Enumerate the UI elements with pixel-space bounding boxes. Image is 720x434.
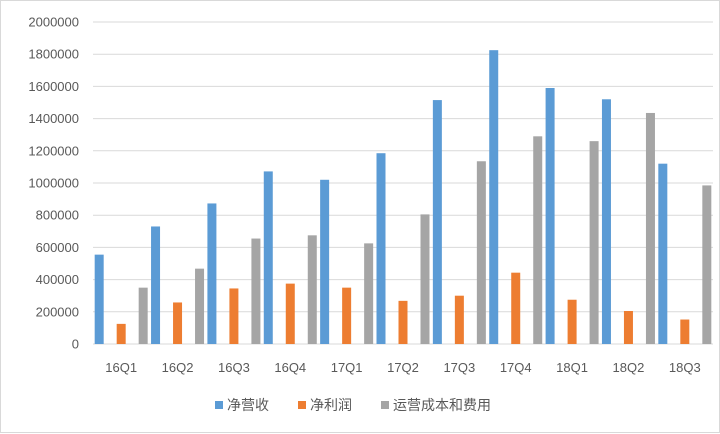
y-tick-label: 1600000: [28, 79, 79, 94]
x-tick-label: 18Q2: [613, 360, 645, 375]
y-tick-label: 2000000: [28, 15, 79, 30]
legend-swatch: [298, 401, 306, 409]
bars: [94, 50, 712, 345]
bar: [151, 226, 161, 344]
y-tick-label: 800000: [36, 208, 79, 223]
bar: [376, 153, 386, 344]
bar: [207, 203, 217, 344]
y-tick-label: 0: [72, 337, 79, 352]
y-axis: 0 200000 400000 600000 800000 1000000 1200000 1…: [28, 15, 79, 352]
bar: [195, 268, 205, 344]
bar: [285, 283, 295, 344]
y-tick-label: 400000: [36, 272, 79, 287]
bar: [307, 235, 317, 344]
bar: [173, 302, 183, 344]
bar: [511, 272, 521, 344]
bar: [116, 323, 126, 344]
bar: [364, 243, 374, 344]
x-tick-label: 16Q3: [218, 360, 250, 375]
bar: [138, 287, 148, 344]
y-tick-label: 1200000: [28, 143, 79, 158]
bar: [680, 319, 690, 344]
bar: [702, 185, 712, 344]
bar: [533, 136, 543, 344]
y-tick-label: 200000: [36, 304, 79, 319]
bar: [567, 299, 577, 344]
legend-label: 净利润: [310, 398, 352, 414]
x-tick-label: 17Q4: [500, 360, 532, 375]
legend-label: 净营收: [227, 398, 269, 414]
x-tick-label: 17Q2: [387, 360, 419, 375]
bar: [623, 310, 633, 344]
x-tick-label: 17Q1: [331, 360, 363, 375]
bar: [229, 288, 239, 344]
legend-swatch: [381, 401, 389, 409]
bar: [263, 171, 273, 344]
x-tick-label: 16Q4: [274, 360, 306, 375]
x-axis: 16Q1 16Q2 16Q3 16Q4 17Q1 17Q2 17Q3 17Q4 18Q1 18Q2…: [105, 360, 700, 375]
bar: [489, 50, 499, 345]
bar: [432, 100, 442, 345]
bar: [420, 214, 430, 344]
y-tick-label: 600000: [36, 240, 79, 255]
bar: [251, 238, 261, 344]
legend-label: 运营成本和费用: [393, 398, 491, 414]
bar: [342, 287, 352, 344]
x-tick-label: 16Q2: [162, 360, 194, 375]
x-tick-label: 18Q1: [556, 360, 588, 375]
bar: [645, 112, 655, 344]
x-tick-label: 16Q1: [105, 360, 137, 375]
gridlines: [93, 21, 713, 345]
y-tick-label: 1400000: [28, 111, 79, 126]
x-tick-label: 18Q3: [669, 360, 701, 375]
bar: [94, 254, 104, 344]
legend-swatch: [215, 401, 223, 409]
bar: [545, 88, 555, 344]
bar: [658, 163, 668, 344]
x-tick-label: 17Q3: [443, 360, 475, 375]
y-tick-label: 1800000: [28, 47, 79, 62]
bar: [589, 141, 599, 344]
legend: 净营收 净利润 运营成本和费用: [215, 398, 491, 414]
bar: [476, 161, 486, 344]
bar: [398, 300, 408, 344]
bar: [454, 295, 464, 344]
bar: [320, 179, 330, 344]
y-tick-label: 1000000: [28, 176, 79, 191]
bar: [601, 99, 611, 344]
